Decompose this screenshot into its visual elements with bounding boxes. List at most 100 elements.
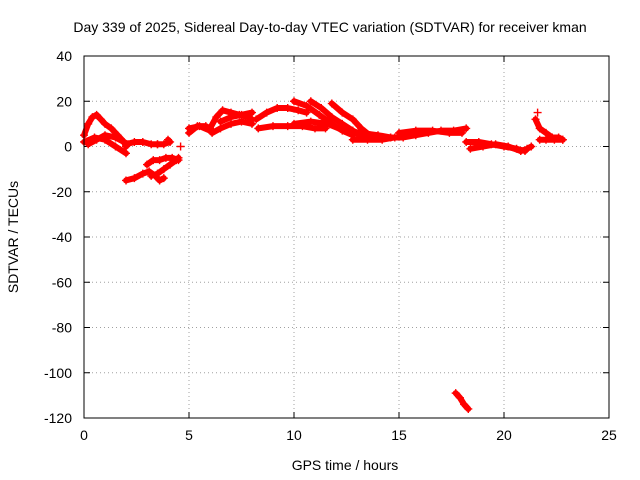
data-point: [516, 147, 525, 156]
data-point: [227, 119, 235, 128]
data-points: [80, 97, 567, 413]
data-point: [283, 104, 292, 113]
data-point: [92, 110, 101, 119]
data-point: [504, 142, 513, 151]
data-point: [523, 144, 532, 153]
y-tick-label: -40: [52, 229, 72, 245]
data-point: [174, 153, 183, 162]
data-point: [323, 119, 332, 128]
data-point: [348, 135, 357, 144]
data-point: [122, 176, 130, 185]
plot-frame: [83, 55, 610, 419]
data-point: [315, 110, 324, 119]
data-point: [237, 110, 246, 119]
data-point: [531, 115, 540, 124]
data-point: [462, 124, 471, 133]
series-arc-27: [516, 142, 536, 156]
data-point: [269, 122, 277, 131]
series-arc-29: [535, 135, 567, 144]
data-point: [164, 135, 172, 144]
y-axis-label: SDTVAR / TECUs: [5, 181, 21, 293]
series-arc-13: [208, 117, 256, 137]
data-point: [138, 137, 147, 146]
data-point: [216, 124, 225, 133]
data-point: [458, 128, 466, 137]
data-point: [88, 113, 97, 122]
series-arc-5: [153, 135, 175, 149]
data-point: [338, 119, 347, 128]
y-tick-label: 0: [64, 139, 72, 155]
y-tick-label: -100: [44, 365, 72, 381]
x-tick-label: 20: [496, 427, 512, 443]
data-point: [185, 124, 193, 133]
data-point: [542, 128, 550, 137]
data-point: [248, 108, 256, 117]
data-point: [159, 140, 168, 149]
data-point: [92, 135, 101, 144]
data-point: [542, 135, 550, 144]
data-point: [166, 160, 175, 169]
data-point: [216, 117, 225, 126]
series-arc-14: [216, 108, 256, 126]
data-point: [378, 135, 387, 144]
data-point: [254, 124, 263, 133]
data-point: [348, 115, 357, 124]
data-point: [535, 124, 544, 133]
data-point: [155, 176, 164, 185]
x-axis-label: GPS time / hours: [292, 457, 399, 473]
data-point: [460, 400, 469, 409]
series-arc-24: [395, 126, 466, 137]
data-point: [464, 404, 473, 413]
data-point: [273, 104, 282, 113]
grid-lines: [84, 56, 609, 418]
data-point: [306, 97, 315, 106]
y-tick-label: -20: [52, 184, 72, 200]
data-point: [195, 122, 204, 131]
data-point: [311, 124, 319, 133]
data-point: [462, 137, 471, 146]
data-point: [262, 108, 271, 117]
data-point: [302, 101, 311, 110]
data-point: [386, 133, 395, 142]
data-point: [327, 113, 336, 122]
data-point: [317, 104, 326, 113]
y-tick-label: 20: [56, 93, 72, 109]
data-point: [491, 140, 500, 149]
chart-title: Day 339 of 2025, Sidereal Day-to-day VTE…: [73, 19, 586, 35]
data-point: [533, 108, 542, 117]
data-point: [130, 174, 139, 183]
x-tick-label: 10: [286, 427, 302, 443]
data-point: [176, 142, 185, 151]
data-point: [159, 174, 168, 183]
x-tick-label: 15: [391, 427, 407, 443]
data-point: [479, 142, 487, 151]
data-point: [558, 135, 567, 144]
series-track: [217, 109, 255, 125]
data-point: [306, 117, 315, 126]
data-point: [212, 113, 221, 122]
data-point: [111, 142, 120, 151]
y-tick-label: -80: [52, 320, 72, 336]
data-point: [122, 149, 130, 158]
data-point: [445, 128, 454, 137]
data-point: [84, 119, 93, 128]
data-point: [302, 108, 311, 117]
x-tick-label: 5: [185, 427, 193, 443]
data-point: [147, 171, 156, 180]
data-point: [248, 119, 256, 128]
series-arc-9: [176, 142, 185, 151]
data-point: [363, 135, 372, 144]
data-point: [290, 119, 298, 128]
data-point: [342, 126, 351, 135]
y-tick-label: 40: [56, 48, 72, 64]
data-point: [237, 117, 246, 126]
data-point: [218, 106, 227, 115]
data-point: [252, 115, 261, 124]
x-tick-label: 0: [80, 427, 88, 443]
y-tick-label: -60: [52, 274, 72, 290]
data-point: [153, 169, 162, 178]
data-point: [208, 128, 217, 137]
data-point: [96, 115, 105, 124]
data-point: [101, 119, 109, 128]
